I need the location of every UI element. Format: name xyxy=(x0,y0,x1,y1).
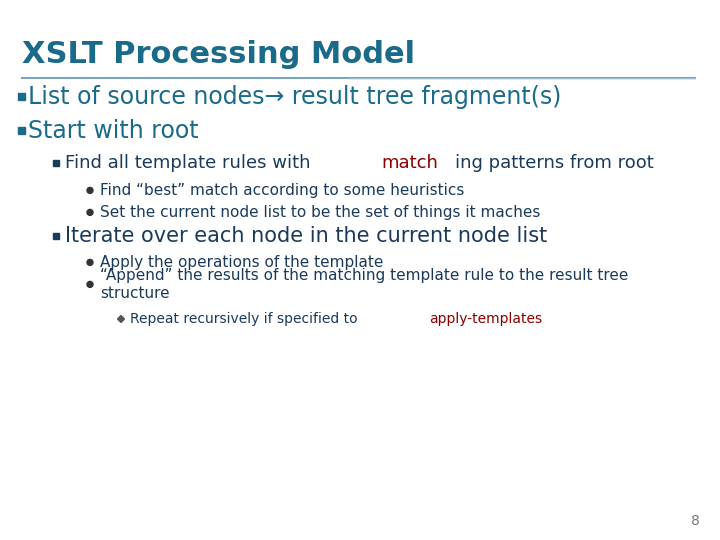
Text: Iterate over each node in the current node list: Iterate over each node in the current no… xyxy=(65,226,547,246)
Text: Repeat recursively if specified to: Repeat recursively if specified to xyxy=(130,312,362,326)
Bar xyxy=(18,127,25,134)
Text: Apply the operations of the template: Apply the operations of the template xyxy=(100,255,383,270)
Text: XSLT Processing Model: XSLT Processing Model xyxy=(22,40,415,69)
Circle shape xyxy=(87,281,93,287)
Text: 8: 8 xyxy=(691,514,700,528)
Text: ing patterns from root: ing patterns from root xyxy=(455,154,654,172)
Circle shape xyxy=(87,259,93,265)
Bar xyxy=(53,233,58,239)
Text: Set the current node list to be the set of things it maches: Set the current node list to be the set … xyxy=(100,205,541,220)
Bar xyxy=(53,160,58,166)
Text: match: match xyxy=(382,154,438,172)
Circle shape xyxy=(87,210,93,215)
Circle shape xyxy=(87,187,93,193)
Bar xyxy=(18,93,25,100)
Text: “Append” the results of the matching template rule to the result tree
structure: “Append” the results of the matching tem… xyxy=(100,268,629,301)
Polygon shape xyxy=(117,315,125,322)
Text: Find “best” match according to some heuristics: Find “best” match according to some heur… xyxy=(100,183,464,198)
Text: List of source nodes→ result tree fragment(s): List of source nodes→ result tree fragme… xyxy=(28,85,562,109)
Text: Start with root: Start with root xyxy=(28,119,199,143)
Text: Find all template rules with: Find all template rules with xyxy=(65,154,310,172)
Text: apply-templates: apply-templates xyxy=(429,312,542,326)
